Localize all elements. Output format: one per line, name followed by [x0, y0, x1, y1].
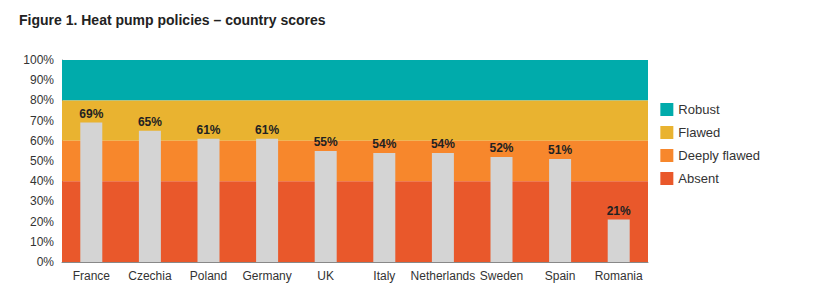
svg-text:90%: 90% [30, 73, 54, 87]
svg-text:61%: 61% [196, 123, 220, 137]
svg-text:54%: 54% [431, 137, 455, 151]
svg-text:Robust: Robust [678, 102, 720, 117]
svg-text:51%: 51% [548, 143, 572, 157]
svg-text:UK: UK [317, 269, 334, 283]
svg-text:Figure 1. Heat pump policies –: Figure 1. Heat pump policies – country s… [19, 12, 326, 28]
svg-text:30%: 30% [30, 194, 54, 208]
svg-text:Netherlands: Netherlands [411, 269, 476, 283]
svg-text:Germany: Germany [242, 269, 291, 283]
svg-text:Sweden: Sweden [480, 269, 523, 283]
svg-text:60%: 60% [30, 134, 54, 148]
svg-text:55%: 55% [314, 135, 338, 149]
svg-text:10%: 10% [30, 235, 54, 249]
svg-text:69%: 69% [79, 107, 103, 121]
svg-text:21%: 21% [607, 204, 631, 218]
svg-text:52%: 52% [489, 141, 513, 155]
svg-text:Deeply flawed: Deeply flawed [678, 148, 760, 163]
svg-text:Italy: Italy [373, 269, 395, 283]
svg-text:Absent: Absent [678, 171, 719, 186]
svg-text:65%: 65% [138, 115, 162, 129]
svg-text:40%: 40% [30, 174, 54, 188]
svg-text:70%: 70% [30, 114, 54, 128]
svg-text:100%: 100% [23, 53, 54, 67]
svg-text:Flawed: Flawed [678, 125, 720, 140]
svg-text:54%: 54% [372, 137, 396, 151]
svg-text:Romania: Romania [595, 269, 643, 283]
svg-text:Spain: Spain [545, 269, 576, 283]
svg-text:50%: 50% [30, 154, 54, 168]
svg-text:Czechia: Czechia [128, 269, 172, 283]
svg-text:Poland: Poland [190, 269, 227, 283]
svg-text:80%: 80% [30, 93, 54, 107]
svg-text:61%: 61% [255, 123, 279, 137]
svg-text:0%: 0% [37, 255, 55, 269]
svg-text:France: France [73, 269, 111, 283]
svg-text:20%: 20% [30, 215, 54, 229]
